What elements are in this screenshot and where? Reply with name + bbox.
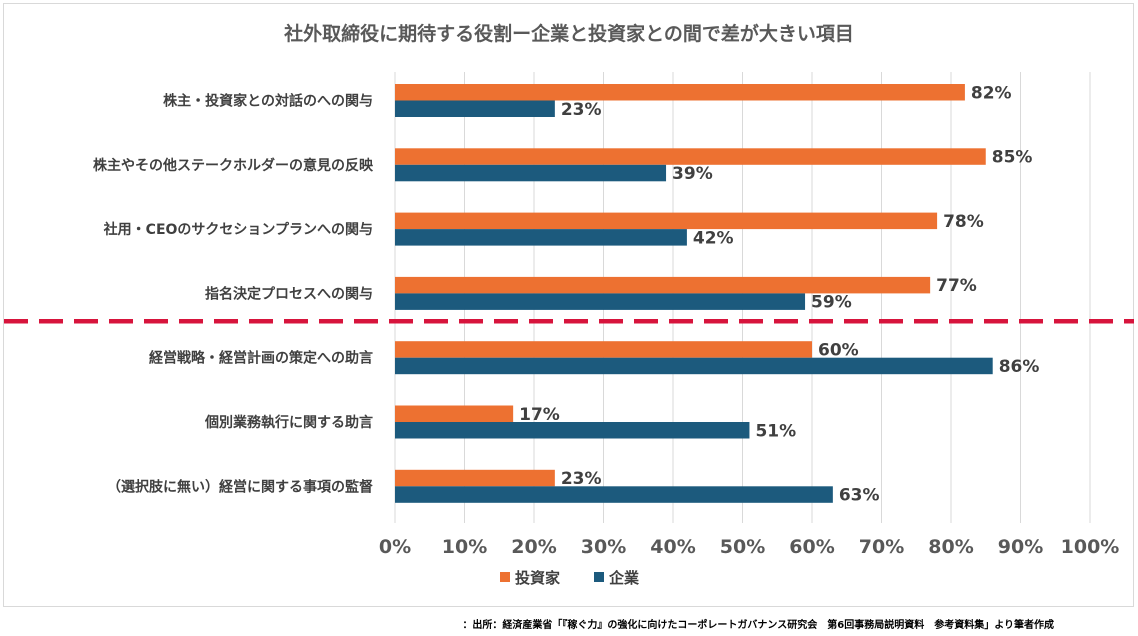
bar-company xyxy=(395,357,993,375)
category-labels: 株主・投資家との対話のへの関与株主やその他ステークホルダーの意見の反映社用・CE… xyxy=(93,93,374,496)
data-label: 59% xyxy=(811,293,852,313)
data-label: 42% xyxy=(693,228,734,248)
bar-company xyxy=(395,486,833,503)
legend-swatch xyxy=(500,572,510,582)
x-axis-tick-labels: 0% 10% 20% 30% 40% 50% 60% 70% 80% 90% 100% xyxy=(379,536,1119,558)
legend-swatch xyxy=(594,572,604,582)
bar-investor xyxy=(395,148,986,165)
data-label: 77% xyxy=(936,276,977,296)
data-label: 39% xyxy=(672,164,713,184)
x-tick-label: 100% xyxy=(1061,536,1120,558)
x-tick-label: 30% xyxy=(581,536,626,558)
category-label: （選択肢に無い）経営に関する事項の監督 xyxy=(107,478,373,495)
data-label: 85% xyxy=(992,148,1033,168)
x-tick-label: 50% xyxy=(720,536,765,558)
legend-label: 企業 xyxy=(608,569,640,587)
bar-investor xyxy=(395,469,555,487)
data-label: 23% xyxy=(561,100,602,120)
x-tick-label: 0% xyxy=(379,536,411,558)
x-tick-label: 40% xyxy=(650,536,695,558)
bar-company xyxy=(395,293,806,310)
chart-title: 社外取締役に期待する役割ー企業と投資家との間で差が大きい項目 xyxy=(283,22,854,45)
data-label: 23% xyxy=(561,469,602,489)
data-label: 78% xyxy=(943,212,984,232)
x-tick-label: 20% xyxy=(511,536,556,558)
x-tick-label: 10% xyxy=(442,536,487,558)
bar-company xyxy=(395,100,555,117)
category-label: 指名決定プロセスへの関与 xyxy=(205,285,373,302)
data-label: 60% xyxy=(818,340,859,360)
bar-investor xyxy=(395,212,938,230)
bar-investor xyxy=(395,276,931,294)
data-label: 63% xyxy=(839,486,880,506)
category-label: 個別業務執行に関する助言 xyxy=(204,414,373,431)
x-tick-label: 70% xyxy=(859,536,904,558)
bar-investor xyxy=(395,405,514,422)
source-note: ：出所：経済産業省「『稼ぐ力』の強化に向けたコーポレートガバナンス研究会 第6回… xyxy=(462,618,1054,631)
data-label: 82% xyxy=(971,83,1012,103)
category-label: 株主やその他ステークホルダーの意見の反映 xyxy=(93,157,374,174)
category-label: 経営戦略・経営計画の策定への助言 xyxy=(149,350,373,367)
bar-investor xyxy=(395,341,812,358)
category-label: 社用・CEOのサクセションプランへの関与 xyxy=(103,221,373,238)
data-label: 17% xyxy=(519,405,560,425)
legend-label: 投資家 xyxy=(515,569,560,587)
bar-investor xyxy=(395,84,965,101)
bar-company xyxy=(395,422,750,439)
data-label: 51% xyxy=(755,421,796,441)
x-tick-label: 60% xyxy=(789,536,834,558)
x-tick-label: 90% xyxy=(998,536,1043,558)
bars xyxy=(395,84,993,503)
bar-company xyxy=(395,229,687,246)
legend: 投資家 企業 xyxy=(500,569,640,587)
category-label: 株主・投資家との対話のへの関与 xyxy=(163,93,373,110)
bar-company xyxy=(395,164,667,182)
data-labels: 82% 23% 85% 39% 78% 42% 77% 59% 60% 86% 17% 51% 23% 6… xyxy=(519,83,1039,505)
x-tick-label: 80% xyxy=(928,536,973,558)
grid-lines xyxy=(4,72,1134,523)
data-label: 86% xyxy=(999,357,1040,377)
